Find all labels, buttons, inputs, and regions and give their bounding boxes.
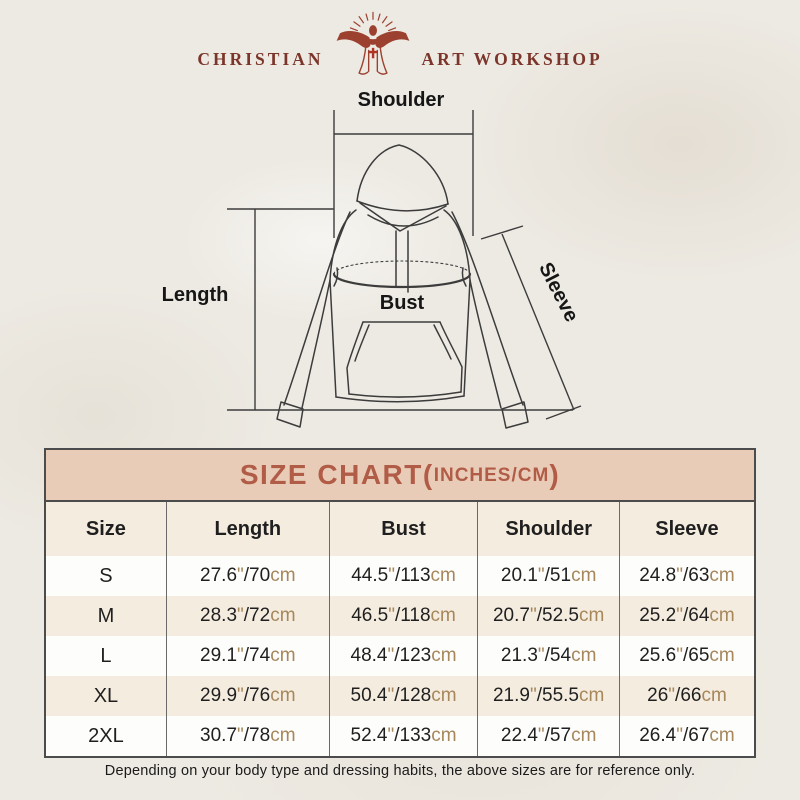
hoodie-measurement-diagram: Shoulder Length Bust Sleeve <box>162 89 583 429</box>
bust-label: Bust <box>380 292 425 314</box>
size-cell: XL <box>46 676 167 716</box>
column-header-length: Length <box>165 502 330 556</box>
size-cell: S <box>99 564 113 587</box>
brand-name-left: CHRISTIAN <box>197 48 324 69</box>
column-header-sleeve: Sleeve <box>618 502 754 556</box>
brand-name-right: ART WORKSHOP <box>421 48 603 69</box>
measurement-lines <box>227 110 582 420</box>
shoulder-cell: 21.3"/54cm <box>477 636 620 676</box>
size-table-body: S 27.6"/70cm 44.5"/113cm 20.1"/51cm 24.8"/63… <box>46 556 754 756</box>
table-row: 2XL 30.7"/78cm 52.4"/133cm 22.4"/57cm 26.4"/… <box>46 716 754 756</box>
size-table: Size Length Bust Shoulder Sleeve S 27.6"/… <box>46 502 754 756</box>
shoulder-cell: 20.1"/51cm <box>477 556 620 596</box>
size-cell: M <box>46 596 167 636</box>
sleeve-cell: 26"/66cm <box>618 676 754 716</box>
hoodie-drawing <box>276 144 529 429</box>
shoulder-cell: 20.7"/52.5cm <box>477 596 620 636</box>
title-close: ) <box>549 459 561 490</box>
size-chart-title: SIZE CHART( INCHES/CM ) <box>46 450 754 502</box>
length-cell: 28.3"/72cm <box>165 596 330 636</box>
column-header-bust: Bust <box>328 502 478 556</box>
sleeve-cell: 24.8"/63cm <box>618 556 754 596</box>
length-cell: 27.6"/70cm <box>165 556 330 596</box>
bust-cell: 46.5"/118cm <box>328 596 478 636</box>
column-header-shoulder: Shoulder <box>477 502 620 556</box>
table-row: S 27.6"/70cm 44.5"/113cm 20.1"/51cm 24.8"/63… <box>46 556 754 596</box>
length-cell: 29.9"/76cm <box>165 676 330 716</box>
length-label: Length <box>162 284 229 306</box>
bust-cell: 44.5"/113cm <box>328 556 478 596</box>
bust-cell: 50.4"/128cm <box>328 676 478 716</box>
header-row: Size Length Bust Shoulder Sleeve <box>46 502 754 556</box>
table-row: XL 29.9"/76cm 50.4"/128cm 21.9"/55.5cm 26"/6… <box>46 676 754 716</box>
sleeve-cell: 26.4"/67cm <box>618 716 754 756</box>
column-header-size: Size <box>46 502 167 556</box>
footer-note: Depending on your body type and dressing… <box>104 763 696 779</box>
shoulder-cell: 22.4"/57cm <box>477 716 620 756</box>
bust-cell: 52.4"/133cm <box>328 716 478 756</box>
brand-logo: CHRISTIAN <box>0 10 800 84</box>
size-cell: L <box>100 644 112 667</box>
title-main: SIZE CHART( <box>239 459 434 490</box>
shoulder-label: Shoulder <box>358 89 445 111</box>
sleeve-cell: 25.6"/65cm <box>618 636 754 676</box>
size-cell: 2XL <box>88 724 124 747</box>
length-cell: 30.7"/78cm <box>165 716 330 756</box>
sleeve-cell: 25.2"/64cm <box>618 596 754 636</box>
size-chart-table: SIZE CHART( INCHES/CM ) Size Length Bust… <box>44 448 756 758</box>
shoulder-cell: 21.9"/55.5cm <box>477 676 620 716</box>
table-row: M 28.3"/72cm 46.5"/118cm 20.7"/52.5cm 25.2"/… <box>46 596 754 636</box>
table-row: L 29.1"/74cm 48.4"/123cm 21.3"/54cm 25.6"/65… <box>46 636 754 676</box>
sleeve-label: Sleeve <box>534 259 582 325</box>
jesus-logo-icon <box>336 11 409 75</box>
title-unit: INCHES/CM <box>433 465 550 486</box>
bust-cell: 48.4"/123cm <box>328 636 478 676</box>
length-cell: 29.1"/74cm <box>165 636 330 676</box>
